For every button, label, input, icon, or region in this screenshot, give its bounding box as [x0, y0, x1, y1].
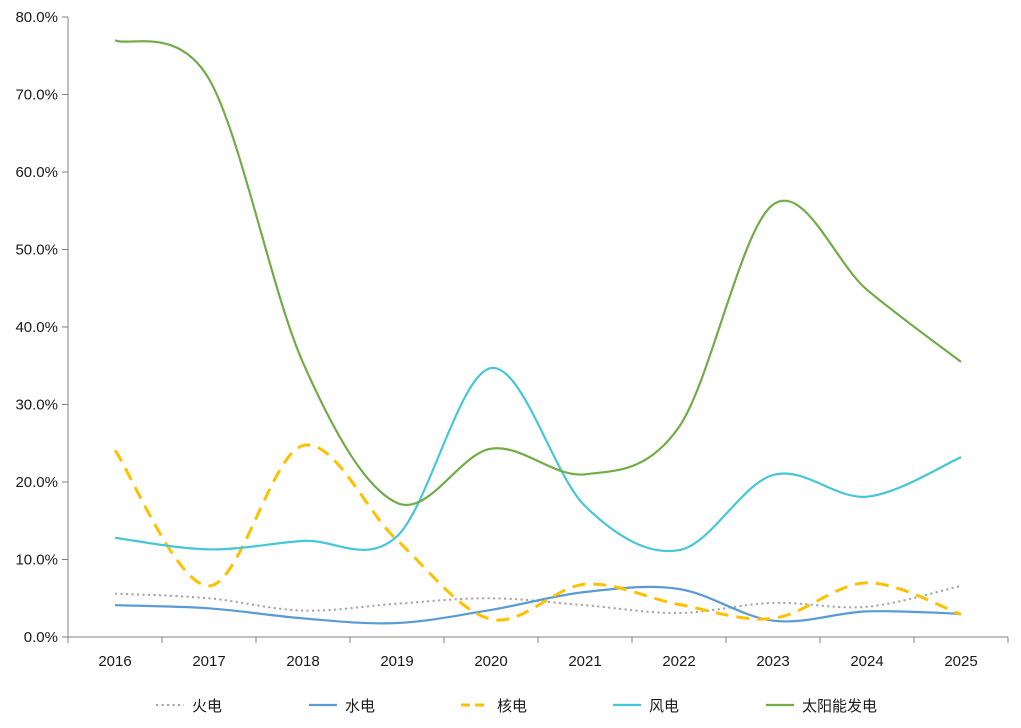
x-tick-label: 2025 — [944, 653, 977, 670]
y-tick-label: 60.0% — [15, 164, 58, 181]
y-tick-label: 70.0% — [15, 87, 58, 104]
legend-item-hydro-power: 水电 — [308, 692, 375, 718]
legend-item-wind-power: 风电 — [612, 692, 679, 718]
legend-label-solar-power: 太阳能发电 — [802, 697, 878, 715]
x-tick-label: 2023 — [756, 653, 789, 670]
legend-item-solar-power: 太阳能发电 — [765, 692, 877, 718]
y-tick-label: 0.0% — [24, 629, 58, 646]
y-tick-label: 30.0% — [15, 397, 58, 414]
y-tick-label: 20.0% — [15, 474, 58, 491]
legend-marker-wind-power — [613, 703, 641, 707]
legend-marker-solar-power — [766, 703, 794, 707]
x-tick-label: 2021 — [568, 653, 601, 670]
legend: 火电 水电 核电 风电 太阳能发电 — [0, 692, 1021, 722]
y-tick-label: 10.0% — [15, 552, 58, 569]
plot-area: 0.0% 10.0% 20.0% 30.0% 40.0% 50.0% 60.0% 70.0% 8… — [15, 9, 1009, 670]
series-line-nuclear-power — [113, 443, 962, 622]
y-tick-label: 80.0% — [15, 9, 58, 26]
y-tick-label: 50.0% — [15, 242, 58, 259]
legend-marker-thermal-power — [156, 704, 184, 706]
series-line-hydro-power — [114, 585, 962, 625]
legend-label-hydro-power: 水电 — [345, 697, 376, 715]
x-tick-label: 2020 — [474, 653, 507, 670]
legend-item-nuclear-power: 核电 — [460, 692, 527, 718]
legend-label-nuclear-power: 核电 — [497, 697, 528, 715]
legend-label-thermal-power: 火电 — [192, 697, 223, 715]
x-tick-label: 2024 — [850, 653, 883, 670]
series-line-solar-power — [114, 39, 962, 507]
legend-label-wind-power: 风电 — [649, 697, 680, 715]
x-tick-label: 2022 — [662, 653, 695, 670]
x-tick-label: 2019 — [380, 653, 413, 670]
legend-marker-hydro-power — [309, 703, 337, 707]
x-tick-label: 2018 — [286, 653, 319, 670]
x-tick-label: 2016 — [98, 653, 131, 670]
y-tick-label: 40.0% — [15, 319, 58, 336]
series-line-wind-power — [114, 366, 962, 553]
x-tick-label: 2017 — [192, 653, 225, 670]
legend-item-thermal-power: 火电 — [155, 692, 222, 718]
legend-marker-nuclear-power — [461, 703, 489, 707]
